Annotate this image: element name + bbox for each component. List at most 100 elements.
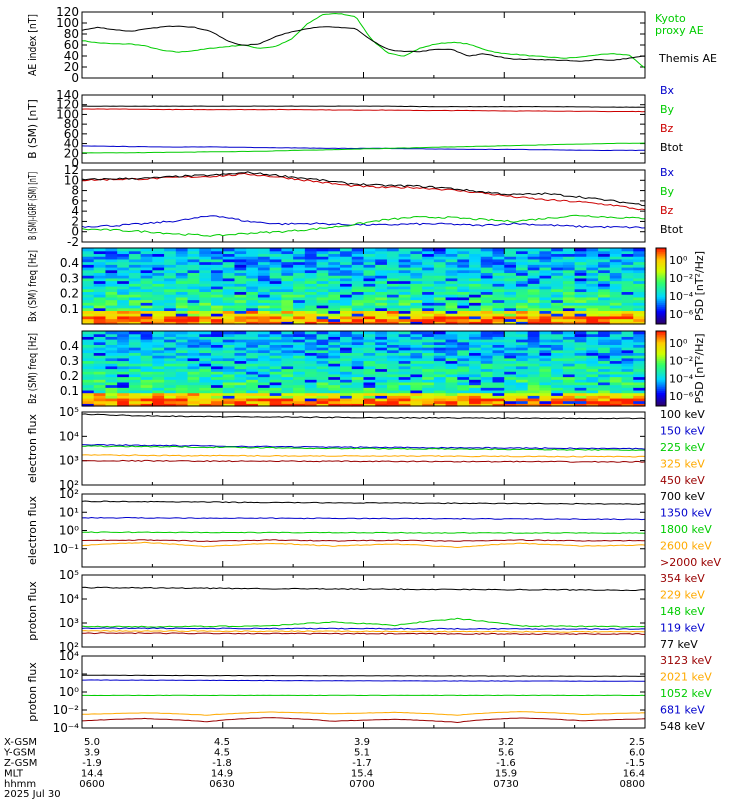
spectrogram-cell <box>257 280 271 284</box>
spectrogram-cell <box>586 339 599 343</box>
spectrogram-cell <box>422 341 435 345</box>
spectrogram-cell <box>633 331 646 335</box>
colorbar-segment <box>656 396 666 399</box>
spectrogram-cell <box>293 365 306 370</box>
spectrogram-cell <box>480 299 494 303</box>
spectrogram-cell <box>234 373 247 378</box>
series-line-354kev <box>81 632 645 636</box>
spectrogram-cell <box>199 363 212 367</box>
spectrogram-cell <box>187 275 200 279</box>
spectrogram-cell <box>492 283 505 287</box>
spectrogram-cell <box>293 336 306 340</box>
spectrogram-cell <box>480 333 494 337</box>
spectrogram-cell <box>515 305 529 309</box>
spectrogram-cell <box>515 288 529 293</box>
ephemeris-value: 15.9 <box>495 769 517 780</box>
spectrogram-cell <box>386 296 400 301</box>
spectrogram-cell <box>445 299 458 303</box>
spectrogram-cell <box>422 357 435 362</box>
spectrogram-cell <box>117 286 130 290</box>
spectrogram-cell <box>340 368 353 372</box>
spectrogram-cell <box>504 318 517 322</box>
spectrogram-cell <box>574 286 587 290</box>
spectrogram-cell <box>293 344 306 348</box>
spectrogram-cell <box>539 360 552 364</box>
spectrogram-cell <box>609 331 623 335</box>
spectrogram-cell <box>633 357 646 362</box>
ephemeris-value: 0730 <box>493 779 518 790</box>
spectrogram-cell <box>246 341 259 345</box>
spectrogram-cell <box>410 331 423 335</box>
spectrogram-cell <box>586 349 599 354</box>
spectrogram-cell <box>211 280 224 284</box>
spectrogram-cell <box>304 296 318 301</box>
spectrogram-cell <box>398 347 412 351</box>
spectrogram-cell <box>304 299 318 303</box>
spectrogram-cell <box>386 286 400 290</box>
spectrogram-cell <box>551 339 564 343</box>
spectrogram-cell <box>164 400 177 404</box>
spectrogram-cell <box>457 360 470 364</box>
legend-entry: 1800 keV <box>660 523 712 536</box>
spectrogram-cell <box>281 381 294 386</box>
spectrogram-cell <box>293 261 306 265</box>
spectrogram-cell <box>281 283 294 287</box>
spectrogram-cell <box>152 267 165 271</box>
spectrogram-cell <box>539 371 552 375</box>
spectrogram-cell <box>128 355 142 359</box>
spectrogram-cell <box>105 283 118 287</box>
spectrogram-cell <box>246 286 259 290</box>
spectrogram-cell <box>492 344 505 348</box>
spectrogram-cell <box>281 253 294 257</box>
spectrogram-cell <box>269 379 282 383</box>
spectrogram-cell <box>304 376 318 380</box>
spectrogram-cell <box>105 299 118 303</box>
spectrogram-cell <box>199 315 212 320</box>
spectrogram-cell <box>293 248 306 252</box>
spectrogram-cell <box>105 272 118 276</box>
spectrogram-cell <box>375 269 388 274</box>
spectrogram-cell <box>398 368 412 372</box>
spectrogram-cell <box>211 344 224 348</box>
spectrogram-cell <box>433 400 447 404</box>
spectrogram-cell <box>340 331 353 335</box>
spectrogram-cell <box>609 299 623 303</box>
series-line-2021kev <box>82 711 646 716</box>
spectrogram-cell <box>492 395 505 399</box>
spectrogram-cell <box>562 344 576 348</box>
spectrogram-cell <box>562 352 576 356</box>
spectrogram-cell <box>609 373 623 378</box>
spectrogram-cell <box>586 381 599 386</box>
spectrogram-cell <box>316 318 329 322</box>
spectrogram-cell <box>293 294 306 298</box>
spectrogram-cell <box>445 280 458 284</box>
spectrogram-cell <box>117 352 130 356</box>
spectrogram-cell <box>609 403 623 407</box>
spectrogram-cell <box>234 395 247 399</box>
spectrogram-cell <box>105 379 118 383</box>
spectrogram-cell <box>187 352 200 356</box>
spectrogram-cell <box>410 395 423 399</box>
spectrogram-cell <box>469 344 482 348</box>
spectrogram-cell <box>515 248 529 252</box>
ephemeris-value: 5.1 <box>354 748 370 759</box>
spectrogram-cell <box>328 277 341 282</box>
spectrogram-cell <box>515 392 529 396</box>
spectrogram-cell <box>316 355 329 359</box>
spectrogram-cell <box>269 291 282 295</box>
spectrogram-cell <box>234 339 247 343</box>
colorbar-segment <box>656 379 666 383</box>
spectrogram-cell <box>598 286 611 290</box>
spectrogram-cell <box>199 307 212 312</box>
spectrogram-cell <box>293 373 306 378</box>
spectrogram-cell <box>211 368 224 372</box>
series-line-3123kev <box>81 717 646 724</box>
spectrogram-cell <box>515 299 529 303</box>
spectrogram-cell <box>128 283 142 287</box>
spectrogram-cell <box>199 368 212 372</box>
spectrogram-cell <box>551 331 564 335</box>
spectrogram-cell <box>386 305 400 309</box>
spectrogram-cell <box>586 384 599 388</box>
spectrogram-cell <box>257 379 271 383</box>
